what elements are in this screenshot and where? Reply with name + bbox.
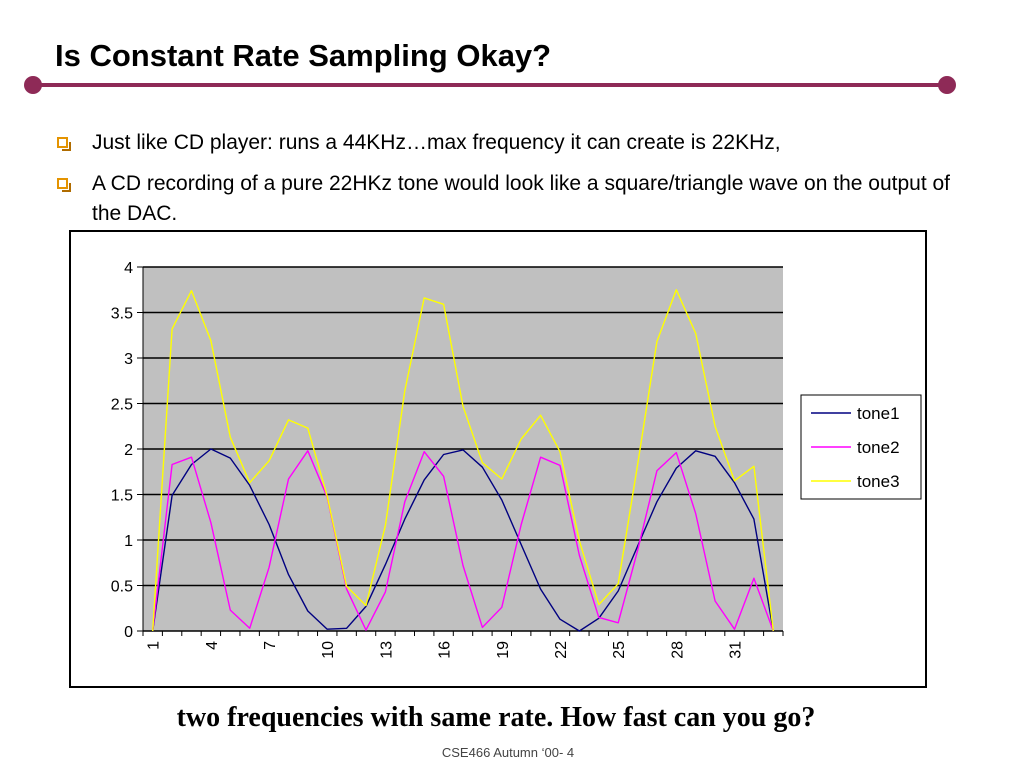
y-tick-label: 0	[124, 624, 133, 641]
y-tick-label: 2	[124, 442, 133, 459]
legend-label-tone3: tone3	[857, 472, 900, 491]
y-tick-label: 3.5	[111, 306, 133, 323]
y-tick-label: 1.5	[111, 488, 133, 505]
title-rule-left-dot	[24, 76, 42, 94]
chart-frame: 0 0.5 1 1.5 2 2.5 3 3.5 4 1 4 7 10 13 16 19 22 25 28 31 tone…	[69, 230, 927, 688]
x-tick-label: 10	[320, 641, 337, 659]
x-tick-label: 25	[611, 641, 628, 659]
series-line-tone3	[152, 289, 774, 632]
series-line-tone1	[152, 448, 774, 632]
title-rule	[33, 83, 947, 87]
title-rule-right-dot	[938, 76, 956, 94]
x-tick-label: 19	[495, 641, 512, 659]
square-bullet-icon	[57, 178, 68, 189]
x-tick-label: 4	[204, 641, 221, 650]
bullet-item: Just like CD player: runs a 44KHz…max fr…	[55, 128, 965, 158]
bullet-list: Just like CD player: runs a 44KHz…max fr…	[55, 128, 965, 240]
y-tick-label: 3	[124, 351, 133, 368]
square-bullet-icon	[57, 137, 68, 148]
bullet-text: Just like CD player: runs a 44KHz…max fr…	[92, 131, 781, 154]
line-chart: 0 0.5 1 1.5 2 2.5 3 3.5 4 1 4 7 10 13 16 19 22 25 28 31 tone…	[111, 260, 922, 659]
y-tick-label: 4	[124, 260, 133, 277]
x-tick-label: 28	[669, 641, 686, 659]
x-tick-label: 16	[437, 641, 454, 659]
y-tick-label: 0.5	[111, 579, 133, 596]
legend-label-tone2: tone2	[857, 438, 900, 457]
series-line-tone2	[152, 450, 774, 632]
bullet-text: A CD recording of a pure 22HKz tone woul…	[92, 172, 951, 225]
y-tick-label: 2.5	[111, 397, 133, 414]
x-tick-label: 22	[553, 641, 570, 659]
x-tick-label: 7	[262, 641, 279, 650]
x-tick-label: 1	[146, 641, 163, 650]
bullet-item: A CD recording of a pure 22HKz tone woul…	[55, 169, 965, 229]
slide-footer: CSE466 Autumn ‘00- 4	[441, 745, 575, 760]
x-tick-label: 31	[728, 641, 745, 659]
legend-label-tone1: tone1	[857, 404, 900, 423]
slide-title: Is Constant Rate Sampling Okay?	[55, 38, 552, 73]
y-tick-label: 1	[124, 533, 133, 550]
x-tick-label: 13	[378, 641, 395, 659]
slide-caption: two frequencies with same rate. How fast…	[176, 702, 816, 733]
